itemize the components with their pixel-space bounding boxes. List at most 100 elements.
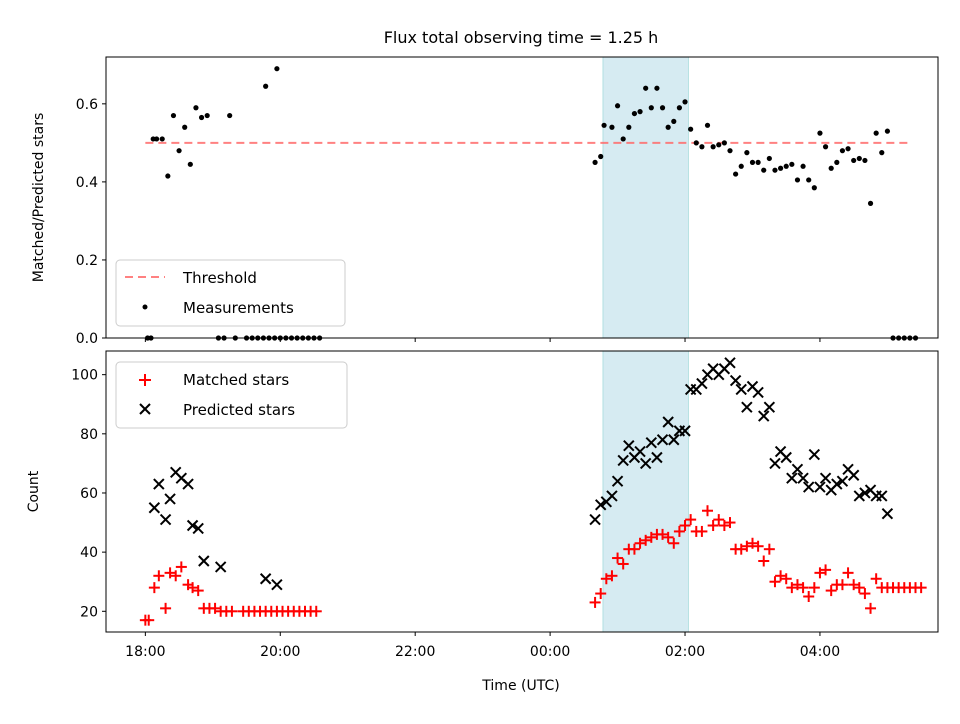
measurement-point — [811, 185, 817, 191]
measurement-point — [884, 128, 891, 134]
predicted-star-point — [814, 481, 826, 493]
predicted-star-point — [786, 472, 798, 484]
measurement-point — [761, 167, 767, 173]
x-tick-label: 04:00 — [800, 644, 840, 660]
measurement-point — [598, 153, 604, 160]
legend-measurements-label: Measurements — [183, 299, 294, 317]
measurement-point — [601, 122, 607, 128]
predicted-star-point — [763, 401, 776, 413]
measurement-point — [676, 105, 683, 111]
predicted-star-point — [752, 386, 764, 399]
matched-star-point — [640, 534, 652, 546]
legend-matched-swatch — [139, 374, 151, 386]
predicted-star-point — [611, 475, 624, 487]
measurement-point — [193, 105, 199, 111]
matched-star-point — [662, 531, 674, 543]
matched-star-point — [170, 570, 182, 582]
measurement-point — [772, 167, 778, 173]
predicted-star-point — [594, 499, 607, 511]
measurement-point — [873, 130, 879, 136]
predicted-star-point — [617, 454, 629, 467]
predicted-star-point — [769, 457, 781, 470]
measurement-point — [839, 148, 846, 154]
matched-star-point — [853, 582, 865, 594]
predicted-star-point — [645, 436, 658, 449]
matched-star-point — [153, 570, 165, 582]
y-tick-label: 0.0 — [76, 331, 98, 347]
y-tick-label: 0.2 — [76, 253, 98, 269]
measurement-point — [176, 148, 182, 154]
measurement-point — [643, 85, 649, 91]
predicted-star-point — [656, 434, 669, 446]
x-axis-label: Time (UTC) — [481, 678, 559, 694]
measurement-point — [721, 140, 727, 146]
predicted-star-point — [679, 425, 691, 437]
predicted-star-point — [819, 472, 832, 484]
predicted-stars-points — [148, 357, 894, 591]
matched-star-point — [836, 579, 848, 591]
measurement-point — [153, 136, 160, 142]
matched-star-point — [713, 514, 725, 526]
predicted-star-point — [271, 578, 283, 591]
matched-star-point — [673, 525, 685, 537]
measurement-point — [609, 124, 615, 130]
matched-star-point — [769, 576, 781, 588]
predicted-star-point — [881, 507, 894, 520]
matched-star-point — [752, 540, 764, 552]
predicted-star-point — [651, 451, 663, 464]
legend-predicted-label: Predicted stars — [183, 401, 295, 419]
matched-stars-points — [139, 505, 927, 626]
top-y-axis-label: Matched/Predicted stars — [31, 113, 47, 283]
measurement-point — [766, 155, 772, 162]
measurement-point — [727, 148, 733, 154]
y-tick-label: 0.4 — [76, 175, 98, 191]
y-tick-label: 0.6 — [76, 97, 98, 113]
predicted-star-point — [797, 472, 809, 484]
matched-star-point — [164, 567, 176, 579]
predicted-star-point — [724, 357, 736, 369]
legend-measurements-swatch — [142, 304, 148, 310]
top-panel: 0.0 0.2 0.4 0.6 Matched/Predicted stars Thr… — [31, 56, 939, 347]
matched-star-point — [589, 596, 601, 608]
predicted-star-point — [186, 519, 199, 532]
measurement-point — [867, 200, 874, 206]
matched-star-point — [915, 582, 927, 594]
matched-star-point — [634, 537, 646, 549]
measurement-point — [783, 163, 789, 169]
measurement-point — [794, 177, 801, 183]
bottom-legend: Matched stars Predicted stars — [115, 361, 348, 429]
matched-star-point — [791, 579, 803, 591]
matched-star-point — [870, 573, 882, 585]
matched-star-point — [814, 567, 826, 579]
matched-star-point — [803, 591, 815, 603]
predicted-star-point — [198, 555, 210, 567]
predicted-star-point — [182, 478, 194, 490]
top-y-ticks: 0.0 0.2 0.4 0.6 — [76, 97, 106, 347]
predicted-star-point — [623, 439, 635, 452]
matched-star-point — [724, 517, 736, 529]
bottom-y-axis-label: Count — [26, 470, 42, 512]
top-x-ticks — [144, 338, 821, 342]
matched-star-point — [741, 540, 753, 552]
bottom-panel: 20 40 60 80 100 18:00 20:00 22:00 00:00 02:00 04:… — [26, 350, 939, 694]
matched-star-point — [612, 552, 624, 564]
matched-star-point — [668, 537, 680, 549]
predicted-star-point — [735, 383, 747, 396]
matched-star-point — [707, 520, 719, 532]
predicted-star-point — [634, 445, 646, 458]
measurement-point — [862, 157, 868, 164]
measurement-point — [817, 130, 823, 136]
measurement-point — [733, 171, 739, 177]
matched-star-point — [606, 570, 618, 582]
predicted-star-point — [808, 448, 821, 461]
matched-star-point — [187, 582, 199, 594]
matched-star-point — [192, 585, 204, 597]
predicted-star-point — [662, 416, 674, 428]
matched-star-point — [763, 543, 775, 555]
matched-star-point — [160, 602, 172, 614]
measurement-point — [654, 85, 660, 91]
measurement-point — [263, 83, 269, 89]
predicted-star-point — [758, 410, 770, 422]
measurement-point — [789, 161, 795, 167]
predicted-star-point — [847, 469, 860, 481]
